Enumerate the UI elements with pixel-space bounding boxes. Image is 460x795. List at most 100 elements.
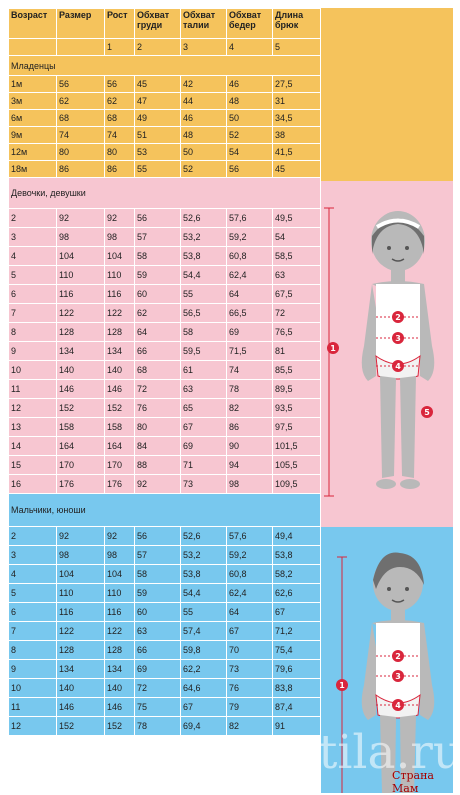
table-cell: 57,6	[226, 526, 273, 546]
table-cell: 92	[104, 526, 135, 546]
table-cell: 11	[8, 379, 57, 399]
table-cell: 41,5	[272, 143, 321, 161]
table-cell: 110	[56, 265, 105, 285]
table-cell: 2	[134, 38, 181, 56]
table-row: 6 116 116 60 55 64 67,5	[8, 284, 321, 304]
table-cell: 38	[272, 126, 321, 144]
table-cell: 47	[134, 92, 181, 110]
table-cell: 76	[226, 678, 273, 698]
table-cell: 1	[104, 38, 135, 56]
table-cell: 88	[134, 455, 181, 475]
table-cell: 68	[104, 109, 135, 127]
table-cell: 63	[134, 621, 181, 641]
table-cell: 4	[226, 38, 273, 56]
column-header: Обхват груди	[134, 8, 181, 39]
marker-4-girl-label: 4	[395, 362, 401, 371]
table-cell: 69,4	[180, 716, 227, 736]
table-row: 3 98 98 57 53,2 59,2 53,8	[8, 545, 321, 565]
table-row: 4 104 104 58 53,8 60,8 58,2	[8, 564, 321, 584]
table-row: 18м 86 86 55 52 56 45	[8, 160, 321, 178]
table-cell: 98	[56, 545, 105, 565]
header-row: Возраст Размер Рост Обхват груди Обхват тали…	[8, 8, 321, 39]
table-cell: 5	[8, 265, 57, 285]
table-cell: 94	[226, 455, 273, 475]
marker-3-girl-label: 3	[395, 334, 401, 343]
table-cell: 104	[104, 246, 135, 266]
table-cell: 9	[8, 659, 57, 679]
table-cell: 152	[56, 398, 105, 418]
table-cell: 92	[56, 526, 105, 546]
table-cell: 12	[8, 716, 57, 736]
table-cell: 134	[104, 341, 135, 361]
table-cell: 74	[56, 126, 105, 144]
table-cell: 55	[180, 284, 227, 304]
marker-5-girl-label: 5	[424, 408, 430, 417]
table-cell: 46	[226, 75, 273, 93]
table-cell: 52	[180, 160, 227, 178]
table-cell: 140	[56, 678, 105, 698]
table-cell: 52,6	[180, 526, 227, 546]
table-cell: 56	[226, 160, 273, 178]
table-cell: 87,4	[272, 697, 321, 717]
table-cell: 72	[272, 303, 321, 323]
table-row: 10 140 140 72 64,6 76 83,8	[8, 678, 321, 698]
watermark: postila.ru	[236, 725, 460, 780]
table-cell: 146	[104, 379, 135, 399]
table-cell: 128	[104, 322, 135, 342]
table-cell: 54	[226, 143, 273, 161]
table-cell: 68	[134, 360, 181, 380]
table-cell: 69	[226, 322, 273, 342]
table-cell: 58,2	[272, 564, 321, 584]
table-cell: 10	[8, 360, 57, 380]
table-cell: 64,6	[180, 678, 227, 698]
column-header: Обхват талии	[180, 8, 227, 39]
table-cell: 75,4	[272, 640, 321, 660]
table-cell: 122	[104, 621, 135, 641]
table-cell: 59	[134, 583, 181, 603]
column-header: Рост	[104, 8, 135, 39]
table-cell: 54,4	[180, 265, 227, 285]
table-cell: 67	[180, 697, 227, 717]
table-row: 13 158 158 80 67 86 97,5	[8, 417, 321, 437]
table-cell: 64	[226, 284, 273, 304]
table-cell: 59,2	[226, 545, 273, 565]
table-cell: 50	[180, 143, 227, 161]
table-cell: 54	[272, 227, 321, 247]
table-cell: 58	[134, 564, 181, 584]
table-row: 2 92 92 56 52,6 57,6 49,5	[8, 208, 321, 228]
table-cell: 3	[8, 227, 57, 247]
section-title-row: Девочки, девушки	[8, 177, 321, 209]
table-cell: 176	[104, 474, 135, 494]
table-cell: 16	[8, 474, 57, 494]
table-cell: 92	[134, 474, 181, 494]
table-cell: 89,5	[272, 379, 321, 399]
table-cell: 79	[226, 697, 273, 717]
table-cell: 86	[56, 160, 105, 178]
section-title-row: Младенцы	[8, 55, 321, 76]
marker-3-boy-label: 3	[395, 672, 401, 681]
table-cell: 74	[226, 360, 273, 380]
table-cell: 116	[104, 602, 135, 622]
table-cell: 91	[272, 716, 321, 736]
table-cell: 50	[226, 109, 273, 127]
table-cell: 93,5	[272, 398, 321, 418]
table-cell: 12	[8, 398, 57, 418]
marker-1-girl	[327, 342, 339, 354]
table-row: 11 146 146 72 63 78 89,5	[8, 379, 321, 399]
table-cell: 72	[134, 379, 181, 399]
table-cell: 48	[226, 92, 273, 110]
table-cell: 13	[8, 417, 57, 437]
table-cell: 85,5	[272, 360, 321, 380]
table-cell: 80	[104, 143, 135, 161]
table-cell: 146	[104, 697, 135, 717]
table-cell: 83,8	[272, 678, 321, 698]
table-cell: 170	[56, 455, 105, 475]
table-cell: 146	[56, 379, 105, 399]
table-cell: 53,2	[180, 545, 227, 565]
table-cell: 176	[56, 474, 105, 494]
table-cell: 66,5	[226, 303, 273, 323]
table-cell: 48	[180, 126, 227, 144]
table-cell: 128	[104, 640, 135, 660]
table-cell: 3	[8, 545, 57, 565]
watermark-sub: Страна Мам	[392, 769, 434, 795]
